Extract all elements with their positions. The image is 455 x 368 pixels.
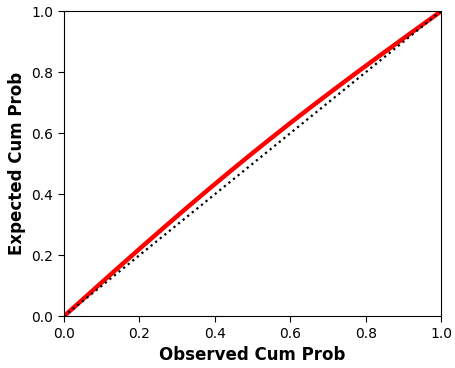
- X-axis label: Observed Cum Prob: Observed Cum Prob: [159, 346, 346, 364]
- Y-axis label: Expected Cum Prob: Expected Cum Prob: [8, 72, 26, 255]
